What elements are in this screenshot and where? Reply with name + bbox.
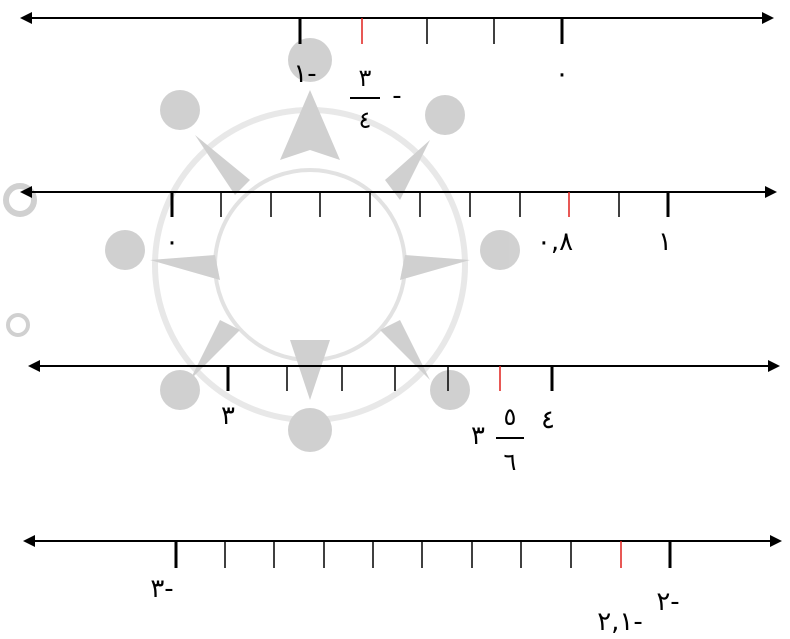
fraction-denominator: ٤ <box>359 106 372 134</box>
label-four: ٤ <box>541 405 555 435</box>
label-three: ٣ <box>221 401 235 431</box>
number-line-2: ٠ ٠,٨ ١ <box>20 186 777 257</box>
mixed-number-whole: ٣ <box>471 421 485 451</box>
label-zero: ٠ <box>555 59 569 89</box>
watermark-logo <box>3 38 520 452</box>
number-line-1: ١- ٠ ٣ ٤ - <box>20 12 774 134</box>
label-marked-value: ٢,١- <box>597 607 643 637</box>
label-marked-value: ٠,٨ <box>537 227 573 257</box>
number-line-4: ٣- ٢- ٢,١- <box>23 535 782 637</box>
fraction-minus-sign: - <box>392 81 401 111</box>
label-minus-three: ٣- <box>150 574 173 604</box>
label-minus-two: ٢- <box>656 587 679 617</box>
fraction-numerator: ٥ <box>504 403 517 431</box>
fraction-denominator: ٦ <box>504 448 517 476</box>
label-zero: ٠ <box>165 227 179 257</box>
fraction-numerator: ٣ <box>359 64 372 92</box>
label-minus-one: ١- <box>293 59 316 89</box>
label-one: ١ <box>658 227 672 257</box>
number-line-3: ٣ ٤ ٥ ٦ ٣ <box>28 360 780 476</box>
